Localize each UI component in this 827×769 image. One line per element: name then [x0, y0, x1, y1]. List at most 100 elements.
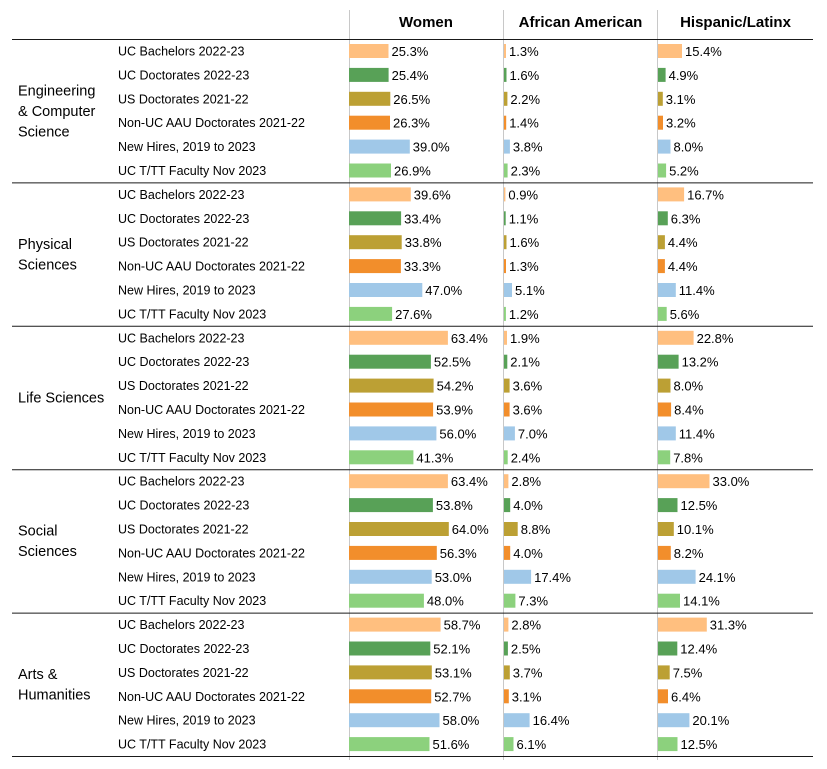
- data-label-hispanic-latinx: 24.1%: [699, 570, 736, 585]
- data-label-african-american: 4.0%: [513, 498, 543, 513]
- bar-hispanic-latinx: [658, 474, 710, 489]
- category-label: New Hires, 2019 to 2023: [118, 570, 256, 584]
- bar-women: [349, 641, 431, 656]
- bar-african-american: [504, 211, 506, 226]
- data-label-hispanic-latinx: 6.3%: [671, 211, 701, 226]
- data-label-women: 26.9%: [394, 164, 431, 179]
- bar-african-american: [504, 139, 510, 154]
- category-label: UC Bachelors 2022-23: [118, 45, 245, 59]
- bar-african-american: [504, 545, 511, 560]
- data-label-women: 58.0%: [443, 713, 480, 728]
- group-label-engineering-computer-science: Engineering & Computer Science: [18, 83, 96, 140]
- data-label-african-american: 2.4%: [511, 450, 541, 465]
- group-label-line: Social: [18, 524, 58, 540]
- data-label-hispanic-latinx: 33.0%: [713, 474, 750, 489]
- data-label-hispanic-latinx: 7.8%: [673, 450, 703, 465]
- data-label-women: 53.1%: [435, 665, 472, 680]
- data-label-women: 54.2%: [437, 379, 474, 394]
- data-label-african-american: 1.2%: [509, 307, 539, 322]
- data-label-african-american: 1.6%: [510, 235, 540, 250]
- group-label-line: Science: [18, 124, 70, 140]
- category-label: New Hires, 2019 to 2023: [118, 140, 256, 154]
- bar-hispanic-latinx: [658, 713, 690, 728]
- data-label-hispanic-latinx: 5.6%: [670, 307, 700, 322]
- data-label-women: 52.7%: [434, 689, 471, 704]
- bar-women: [349, 306, 393, 321]
- bar-women: [349, 235, 402, 250]
- data-label-women: 64.0%: [452, 522, 489, 537]
- category-label: Non-UC AAU Doctorates 2021-22: [118, 403, 305, 417]
- bar-hispanic-latinx: [658, 44, 682, 58]
- bar-hispanic-latinx: [658, 426, 676, 441]
- category-label: Non-UC AAU Doctorates 2021-22: [118, 546, 305, 560]
- data-label-african-american: 1.4%: [509, 116, 539, 131]
- bar-african-american: [504, 187, 506, 202]
- data-label-african-american: 17.4%: [534, 570, 571, 585]
- bar-hispanic-latinx: [658, 187, 685, 202]
- group-label-line: Life Sciences: [18, 391, 104, 407]
- data-label-african-american: 2.1%: [510, 355, 540, 370]
- data-label-women: 39.6%: [414, 187, 451, 202]
- group-label-line: Sciences: [18, 257, 77, 273]
- data-label-hispanic-latinx: 8.0%: [674, 379, 704, 394]
- data-label-hispanic-latinx: 5.2%: [669, 164, 699, 179]
- data-label-african-american: 2.8%: [511, 618, 541, 633]
- data-label-african-american: 1.3%: [509, 44, 539, 59]
- category-label: US Doctorates 2021-22: [118, 379, 249, 393]
- bar-women: [349, 474, 448, 489]
- category-label: Non-UC AAU Doctorates 2021-22: [118, 116, 305, 130]
- data-label-hispanic-latinx: 12.5%: [681, 498, 718, 513]
- column-header-hispanic-latinx: Hispanic/Latinx: [680, 14, 792, 31]
- bar-african-american: [504, 115, 507, 130]
- bar-african-american: [504, 235, 507, 250]
- bar-hispanic-latinx: [658, 689, 668, 704]
- bar-women: [349, 402, 434, 417]
- category-label: New Hires, 2019 to 2023: [118, 714, 256, 728]
- data-label-hispanic-latinx: 14.1%: [683, 594, 720, 609]
- bar-hispanic-latinx: [658, 139, 671, 154]
- bar-hispanic-latinx: [658, 498, 678, 513]
- bar-women: [349, 498, 433, 513]
- data-label-african-american: 3.6%: [513, 403, 543, 418]
- data-label-african-american: 2.8%: [511, 474, 541, 489]
- category-label: US Doctorates 2021-22: [118, 666, 249, 680]
- column-header-women: Women: [399, 14, 453, 31]
- bar-hispanic-latinx: [658, 91, 663, 106]
- bar-women: [349, 91, 391, 106]
- bar-african-american: [504, 737, 514, 752]
- bar-hispanic-latinx: [658, 450, 671, 465]
- bar-women: [349, 689, 432, 704]
- data-label-hispanic-latinx: 22.8%: [697, 331, 734, 346]
- data-label-women: 53.0%: [435, 570, 472, 585]
- bar-hispanic-latinx: [658, 378, 671, 393]
- bar-hispanic-latinx: [658, 306, 667, 321]
- category-label: UC Bachelors 2022-23: [118, 618, 245, 632]
- data-label-hispanic-latinx: 4.9%: [669, 68, 699, 83]
- column-header-african-american: African American: [519, 14, 643, 31]
- data-label-african-american: 16.4%: [533, 713, 570, 728]
- data-label-women: 33.3%: [404, 259, 441, 274]
- data-label-african-american: 0.9%: [508, 187, 538, 202]
- data-label-women: 56.0%: [439, 426, 476, 441]
- category-label: UC Doctorates 2022-23: [118, 212, 249, 226]
- category-label: Non-UC AAU Doctorates 2021-22: [118, 690, 305, 704]
- group-label-line: Arts &: [18, 667, 58, 683]
- group-label-life-sciences: Life Sciences: [18, 391, 104, 407]
- bar-african-american: [504, 259, 506, 274]
- category-label: UC T/TT Faculty Nov 2023: [118, 594, 266, 608]
- group-label-physical-sciences: Physical Sciences: [18, 237, 77, 274]
- bar-african-american: [504, 67, 507, 82]
- data-label-women: 63.4%: [451, 474, 488, 489]
- data-label-hispanic-latinx: 11.4%: [679, 426, 715, 441]
- data-label-hispanic-latinx: 10.1%: [677, 522, 714, 537]
- data-label-african-american: 5.1%: [515, 283, 545, 298]
- data-label-african-american: 3.8%: [513, 140, 543, 155]
- group-label-line: Physical: [18, 237, 72, 253]
- data-label-african-american: 2.2%: [510, 92, 540, 107]
- category-label: UC Doctorates 2022-23: [118, 499, 249, 513]
- bar-african-american: [504, 378, 510, 393]
- bar-hispanic-latinx: [658, 330, 694, 345]
- bar-african-american: [504, 450, 508, 465]
- data-label-women: 63.4%: [451, 331, 488, 346]
